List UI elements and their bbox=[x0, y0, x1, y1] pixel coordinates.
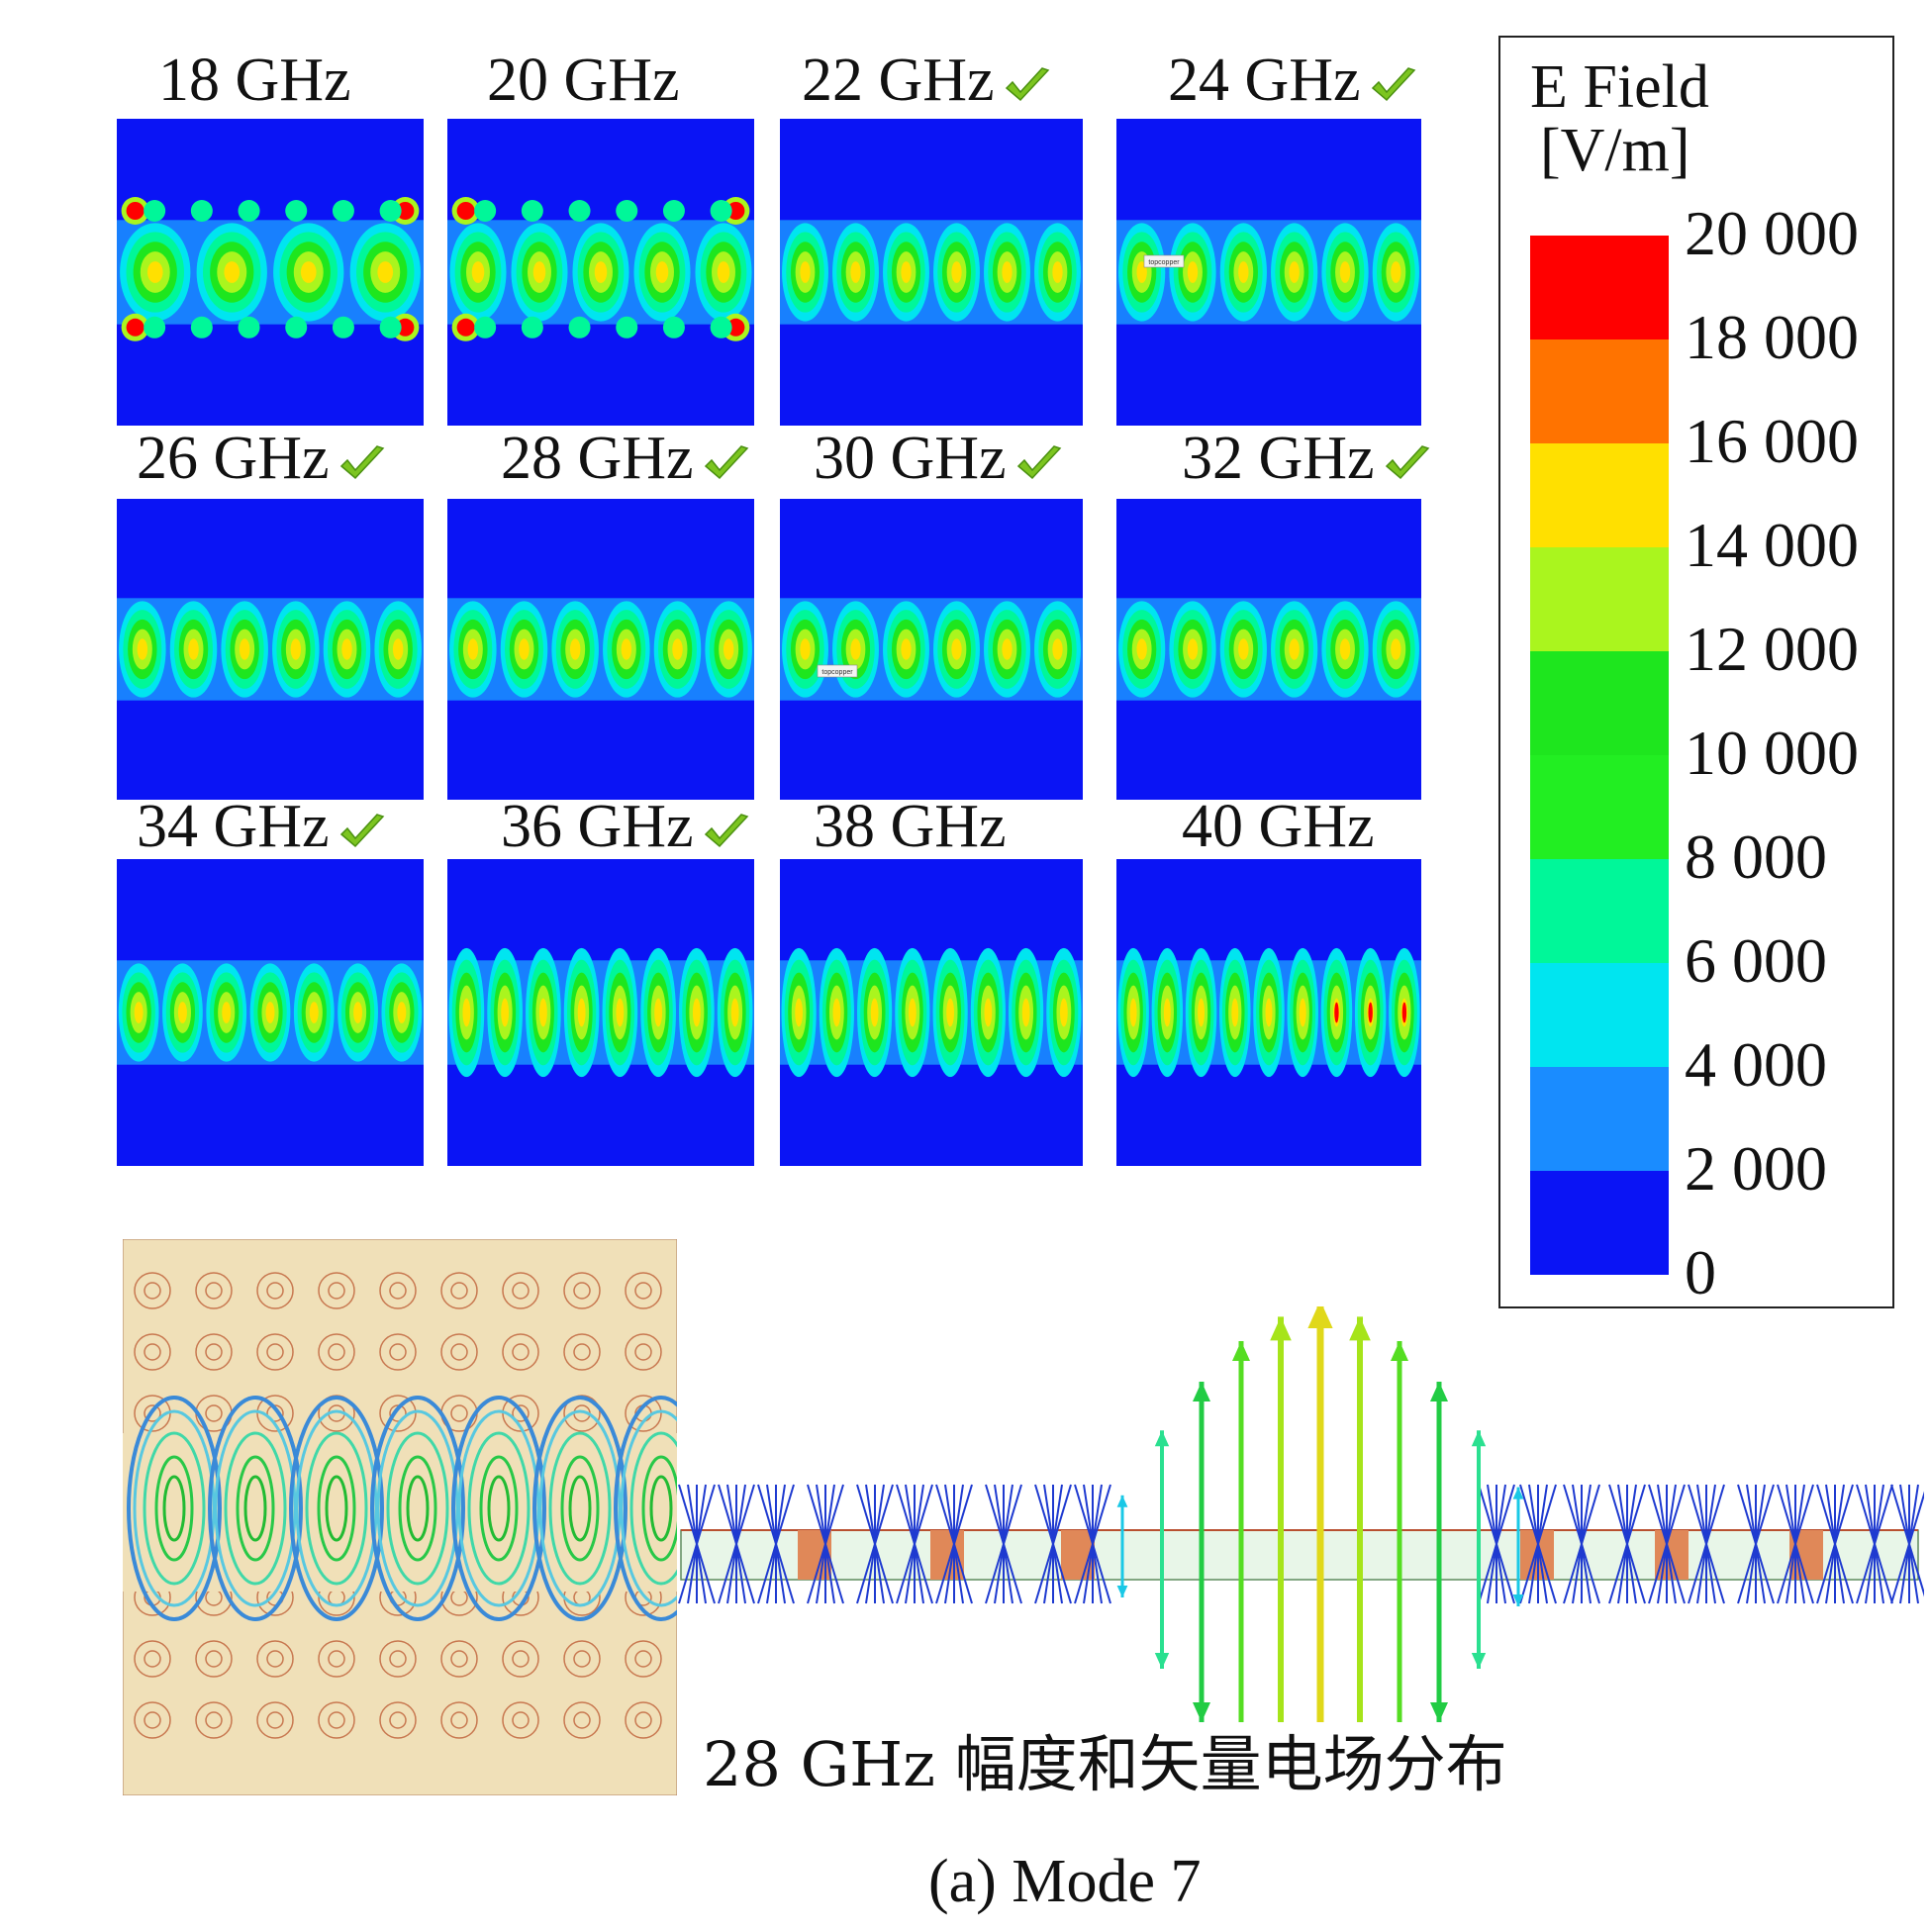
panel-label: 34 GHz bbox=[137, 796, 387, 857]
panel-frequency: 32 GHz bbox=[1182, 425, 1375, 492]
panel-frequency: 36 GHz bbox=[501, 793, 694, 860]
legend-color-segment bbox=[1530, 1067, 1669, 1172]
panel-label: 22 GHz bbox=[802, 49, 1052, 111]
legend-color-segment bbox=[1530, 547, 1669, 652]
panel-frequency: 28 GHz bbox=[501, 425, 694, 492]
checkmark-icon bbox=[1385, 444, 1429, 479]
legend-tick-label: 4 000 bbox=[1685, 1029, 1827, 1100]
panel-label: 32 GHz bbox=[1182, 428, 1432, 489]
figure-caption-main: 28 GHz 幅度和矢量电场分布 bbox=[703, 1728, 1507, 1800]
panel-frequency: 34 GHz bbox=[137, 793, 330, 860]
panel-label: 36 GHz bbox=[501, 796, 751, 857]
field-map-panel bbox=[117, 499, 424, 800]
legend-tick-label: 20 000 bbox=[1685, 198, 1859, 268]
panel-label: 30 GHz bbox=[814, 428, 1064, 489]
panel-label: 40 GHz bbox=[1182, 796, 1375, 857]
checkmark-icon bbox=[1005, 66, 1049, 101]
legend-color-segment bbox=[1530, 236, 1669, 340]
panel-label: 28 GHz bbox=[501, 428, 751, 489]
field-map-panel bbox=[117, 119, 424, 426]
legend-tick-label: 6 000 bbox=[1685, 925, 1827, 996]
legend-color-segment bbox=[1530, 651, 1669, 756]
panel-label: 24 GHz bbox=[1168, 49, 1418, 111]
checkmark-icon bbox=[1371, 66, 1415, 101]
legend-color-segment bbox=[1530, 755, 1669, 860]
legend-tick-label: 14 000 bbox=[1685, 510, 1859, 580]
planar-field-view bbox=[123, 1239, 677, 1795]
e-field-legend: E Field [V/m] 20 000 18 000 16 000 14 000 12… bbox=[1498, 36, 1894, 1308]
panel-frequency: 30 GHz bbox=[814, 425, 1007, 492]
legend-tick-label: 10 000 bbox=[1685, 718, 1859, 788]
legend-tick-label: 18 000 bbox=[1685, 302, 1859, 372]
topcopper-tag: topcopper bbox=[1143, 254, 1185, 268]
legend-color-segment bbox=[1530, 963, 1669, 1068]
legend-tick-label: 12 000 bbox=[1685, 614, 1859, 684]
topcopper-tag-text: topcopper bbox=[821, 669, 853, 676]
figure-caption-mode: (a) Mode 7 bbox=[928, 1848, 1202, 1915]
panel-frequency: 20 GHz bbox=[487, 47, 680, 114]
panel-label: 26 GHz bbox=[137, 428, 387, 489]
panel-frequency: 40 GHz bbox=[1182, 793, 1375, 860]
panel-frequency: 18 GHz bbox=[158, 47, 351, 114]
field-map-panel bbox=[447, 859, 754, 1166]
legend-tick-label: 2 000 bbox=[1685, 1133, 1827, 1204]
panel-label: 20 GHz bbox=[487, 49, 680, 111]
checkmark-icon bbox=[339, 444, 384, 479]
field-map-panel bbox=[1116, 859, 1421, 1166]
panel-label: 38 GHz bbox=[814, 796, 1007, 857]
legend-tick-label: 16 000 bbox=[1685, 406, 1859, 476]
legend-tick-label: 8 000 bbox=[1685, 821, 1827, 892]
field-map-panel: topcopper bbox=[780, 499, 1083, 800]
field-map-panel bbox=[447, 499, 754, 800]
checkmark-icon bbox=[339, 813, 384, 847]
checkmark-icon bbox=[704, 444, 748, 479]
checkmark-icon bbox=[1016, 444, 1061, 479]
panel-frequency: 38 GHz bbox=[814, 793, 1007, 860]
field-map-panel bbox=[117, 859, 424, 1166]
checkmark-icon bbox=[704, 813, 748, 847]
legend-color-segment bbox=[1530, 443, 1669, 548]
field-map-panel bbox=[780, 859, 1083, 1166]
topcopper-tag: topcopper bbox=[817, 664, 858, 678]
field-map-panel bbox=[780, 119, 1083, 426]
panel-label: 18 GHz bbox=[158, 49, 351, 111]
panel-frequency: 22 GHz bbox=[802, 47, 995, 114]
field-map-panel: topcopper bbox=[1116, 119, 1421, 426]
field-map-panel bbox=[447, 119, 754, 426]
legend-title: E Field [V/m] bbox=[1530, 55, 1709, 182]
legend-colorbar bbox=[1530, 236, 1669, 1275]
field-map-panel bbox=[1116, 499, 1421, 800]
panel-frequency: 26 GHz bbox=[137, 425, 330, 492]
vector-field-cross-section bbox=[678, 1306, 1924, 1722]
legend-color-segment bbox=[1530, 339, 1669, 444]
legend-title-line1: E Field bbox=[1530, 53, 1709, 121]
legend-tick-label: 0 bbox=[1685, 1237, 1716, 1307]
legend-title-unit: [V/m] bbox=[1540, 117, 1690, 184]
legend-color-segment bbox=[1530, 1171, 1669, 1275]
legend-color-segment bbox=[1530, 859, 1669, 964]
panel-frequency: 24 GHz bbox=[1168, 47, 1361, 114]
topcopper-tag-text: topcopper bbox=[1148, 259, 1180, 266]
